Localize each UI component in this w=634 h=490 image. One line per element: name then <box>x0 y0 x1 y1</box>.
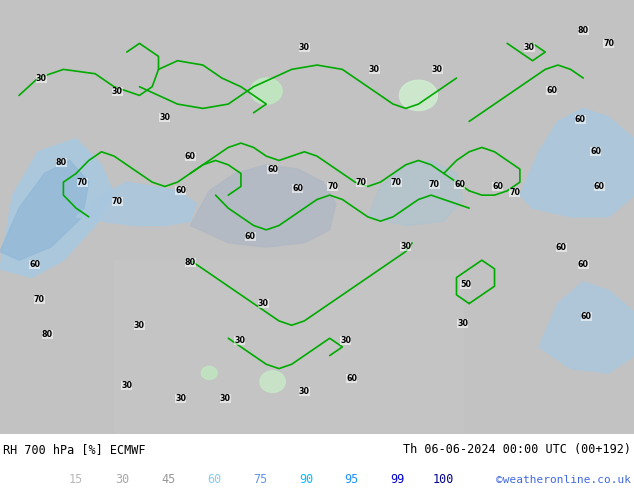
Text: 100: 100 <box>433 473 455 487</box>
Text: 80: 80 <box>42 330 53 339</box>
Ellipse shape <box>399 80 437 111</box>
Text: 60: 60 <box>245 232 256 241</box>
Text: 30: 30 <box>299 43 310 52</box>
Text: 70: 70 <box>391 178 402 187</box>
Text: 80: 80 <box>56 158 67 167</box>
Text: 30: 30 <box>115 473 129 487</box>
Polygon shape <box>76 182 197 225</box>
Text: 70: 70 <box>429 180 440 189</box>
Text: 80: 80 <box>578 26 589 35</box>
Polygon shape <box>368 160 463 225</box>
Text: 70: 70 <box>34 294 45 304</box>
Text: 60: 60 <box>590 147 602 156</box>
Text: 15: 15 <box>69 473 83 487</box>
Text: 90: 90 <box>299 473 313 487</box>
Text: 30: 30 <box>234 336 245 345</box>
Text: 60: 60 <box>578 260 589 269</box>
Text: 75: 75 <box>253 473 267 487</box>
Text: 60: 60 <box>581 312 592 321</box>
Text: 70: 70 <box>77 178 88 187</box>
Text: 70: 70 <box>356 178 367 187</box>
Text: Th 06-06-2024 00:00 UTC (00+192): Th 06-06-2024 00:00 UTC (00+192) <box>403 443 631 456</box>
Text: 70: 70 <box>112 197 123 206</box>
Text: 60: 60 <box>546 86 557 95</box>
Polygon shape <box>539 282 634 373</box>
Text: 60: 60 <box>593 182 605 191</box>
Text: 70: 70 <box>603 39 614 48</box>
Text: 30: 30 <box>524 43 535 52</box>
Text: 30: 30 <box>299 387 310 395</box>
Text: 60: 60 <box>175 186 186 196</box>
Text: 30: 30 <box>368 65 380 74</box>
Polygon shape <box>520 108 634 217</box>
Text: 30: 30 <box>457 318 469 328</box>
Text: 45: 45 <box>161 473 175 487</box>
Text: 60: 60 <box>346 374 358 383</box>
Polygon shape <box>190 165 336 247</box>
Text: 60: 60 <box>574 115 586 124</box>
Bar <box>114 260 463 434</box>
Text: 60: 60 <box>555 243 567 252</box>
Text: 70: 70 <box>327 182 339 191</box>
Text: 60: 60 <box>207 473 221 487</box>
Text: 60: 60 <box>492 182 503 191</box>
Text: 99: 99 <box>391 473 405 487</box>
Text: 70: 70 <box>509 189 521 197</box>
Text: 60: 60 <box>292 184 304 193</box>
Polygon shape <box>0 160 89 260</box>
Text: 30: 30 <box>121 381 133 390</box>
Ellipse shape <box>201 367 217 379</box>
Text: 30: 30 <box>432 65 443 74</box>
Polygon shape <box>0 139 114 277</box>
Text: 95: 95 <box>345 473 359 487</box>
Text: RH 700 hPa [%] ECMWF: RH 700 hPa [%] ECMWF <box>3 443 146 456</box>
Ellipse shape <box>250 78 282 104</box>
Text: 30: 30 <box>175 394 186 403</box>
Text: 30: 30 <box>400 242 411 251</box>
Text: 60: 60 <box>267 165 278 173</box>
Text: 30: 30 <box>112 87 123 96</box>
Text: 60: 60 <box>454 180 465 189</box>
Ellipse shape <box>260 371 285 392</box>
Text: 30: 30 <box>159 113 171 122</box>
Text: 60: 60 <box>29 260 41 269</box>
Text: 30: 30 <box>219 394 231 403</box>
Text: 30: 30 <box>134 321 145 330</box>
Text: 30: 30 <box>340 336 351 345</box>
Text: 50: 50 <box>460 279 472 289</box>
Text: 60: 60 <box>184 151 196 161</box>
Text: 80: 80 <box>184 258 196 267</box>
Text: ©weatheronline.co.uk: ©weatheronline.co.uk <box>496 475 631 485</box>
Text: 30: 30 <box>36 74 47 82</box>
Text: 30: 30 <box>257 299 269 308</box>
